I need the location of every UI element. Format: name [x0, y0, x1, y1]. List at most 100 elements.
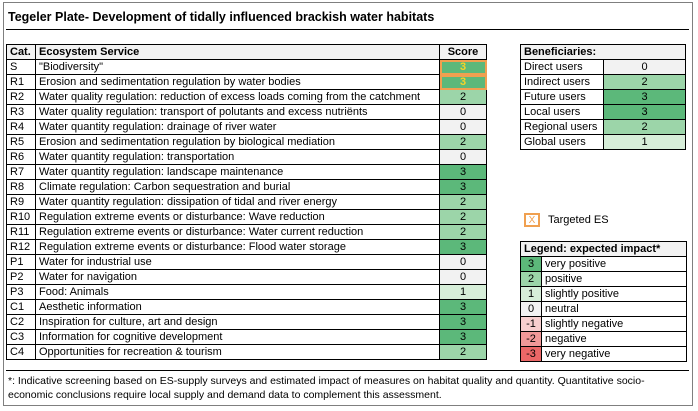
targeted-label: Targeted ES	[548, 214, 609, 226]
legend-body: 3 very positive 2 positive 1 slightly positiv…	[520, 256, 687, 362]
score-cell: 3	[439, 299, 487, 315]
table-row: P2 Water for navigation 0	[6, 269, 487, 285]
services-body: S "Biodiversity" 3 R1 Erosion and sedimentat…	[6, 59, 487, 360]
category-code: P2	[6, 269, 36, 285]
beneficiary-label: Regional users	[520, 119, 604, 135]
category-code: R7	[6, 164, 36, 180]
beneficiary-row: Global users 1	[520, 134, 686, 150]
beneficiary-label: Indirect users	[520, 74, 604, 90]
score-cell: 0	[439, 119, 487, 135]
ecosystem-services-table: Cat. Ecosystem Service Score S "Biodivers…	[6, 44, 487, 360]
score-cell: 2	[439, 89, 487, 105]
table-row: P1 Water for industrial use 0	[6, 254, 487, 270]
header-service: Ecosystem Service	[35, 44, 440, 60]
category-code: R1	[6, 74, 36, 90]
ecosystem-service: Regulation extreme events or disturbance…	[35, 239, 440, 255]
table-row: C4 Opportunities for recreation & tourism…	[6, 344, 487, 360]
beneficiary-score: 3	[603, 89, 686, 105]
legend-score: 3	[520, 256, 542, 272]
ecosystem-service: Inspiration for culture, art and design	[35, 314, 440, 330]
category-code: R10	[6, 209, 36, 225]
category-code: R8	[6, 179, 36, 195]
legend-row: -2 negative	[520, 331, 687, 347]
beneficiary-score: 2	[603, 74, 686, 90]
score-cell: 2	[439, 209, 487, 225]
ecosystem-service: Water for industrial use	[35, 254, 440, 270]
table-row: P3 Food: Animals 1	[6, 284, 487, 300]
category-code: R4	[6, 119, 36, 135]
beneficiaries-body: Direct users 0 Indirect users 2 Future users…	[520, 59, 686, 150]
ecosystem-service: Water quantity regulation: landscape mai…	[35, 164, 440, 180]
legend-label: very negative	[541, 346, 687, 362]
category-code: R2	[6, 89, 36, 105]
legend-row: 0 neutral	[520, 301, 687, 317]
score-cell: 0	[439, 149, 487, 165]
beneficiary-score: 2	[603, 119, 686, 135]
note-divider	[6, 370, 689, 371]
ecosystem-service: Information for cognitive development	[35, 329, 440, 345]
beneficiary-row: Regional users 2	[520, 119, 686, 135]
legend-score: -3	[520, 346, 542, 362]
category-code: R9	[6, 194, 36, 210]
ecosystem-service: Water quantity regulation: drainage of r…	[35, 119, 440, 135]
ecosystem-service: Food: Animals	[35, 284, 440, 300]
legend-label: neutral	[541, 301, 687, 317]
category-code: R11	[6, 224, 36, 240]
beneficiary-row: Indirect users 2	[520, 74, 686, 90]
ecosystem-service: Aesthetic information	[35, 299, 440, 315]
legend-header-row: Legend: expected impact*	[520, 241, 687, 257]
score-cell: 0	[439, 269, 487, 285]
beneficiary-label: Future users	[520, 89, 604, 105]
beneficiary-row: Direct users 0	[520, 59, 686, 75]
ecosystem-service: Erosion and sedimentation regulation by …	[35, 74, 440, 90]
table-row: S "Biodiversity" 3	[6, 59, 487, 75]
legend-score: 2	[520, 271, 542, 287]
score-cell: 3	[439, 179, 487, 195]
beneficiary-label: Direct users	[520, 59, 604, 75]
score-cell: 1	[439, 284, 487, 300]
table-row: R10 Regulation extreme events or disturba…	[6, 209, 487, 225]
table-row: R8 Climate regulation: Carbon sequestrati…	[6, 179, 487, 195]
ecosystem-service: Water for navigation	[35, 269, 440, 285]
table-row: R12 Regulation extreme events or disturba…	[6, 239, 487, 255]
legend-row: -3 very negative	[520, 346, 687, 362]
table-row: R2 Water quality regulation: reduction of…	[6, 89, 487, 105]
score-cell: 2	[439, 344, 487, 360]
beneficiaries-table: Beneficiaries: Direct users 0 Indirect use…	[520, 44, 686, 150]
legend-table: Legend: expected impact* 3 very positive 2…	[520, 241, 687, 362]
score-cell: 0	[439, 104, 487, 120]
score-cell: 2	[439, 134, 487, 150]
score-cell: 3	[439, 329, 487, 345]
category-code: R12	[6, 239, 36, 255]
category-code: R3	[6, 104, 36, 120]
table-row: R7 Water quantity regulation: landscape m…	[6, 164, 487, 180]
ecosystem-service: Water quantity regulation: transportatio…	[35, 149, 440, 165]
document-frame	[3, 2, 693, 406]
score-cell: 3	[439, 314, 487, 330]
beneficiary-row: Future users 3	[520, 89, 686, 105]
score-cell: 2	[439, 224, 487, 240]
category-code: C2	[6, 314, 36, 330]
beneficiaries-header: Beneficiaries:	[520, 44, 686, 60]
category-code: R5	[6, 134, 36, 150]
ecosystem-service: Water quality regulation: reduction of e…	[35, 89, 440, 105]
ecosystem-service: Opportunities for recreation & tourism	[35, 344, 440, 360]
legend-row: -1 slightly negative	[520, 316, 687, 332]
table-row: R5 Erosion and sedimentation regulation b…	[6, 134, 487, 150]
table-row: R3 Water quality regulation: transport of…	[6, 104, 487, 120]
beneficiary-row: Local users 3	[520, 104, 686, 120]
table-row: C2 Inspiration for culture, art and desig…	[6, 314, 487, 330]
table-row: R11 Regulation extreme events or disturba…	[6, 224, 487, 240]
header-score: Score	[439, 44, 487, 60]
ecosystem-service: Water quantity regulation: dissipation o…	[35, 194, 440, 210]
score-cell: 2	[439, 194, 487, 210]
category-code: R6	[6, 149, 36, 165]
legend-row: 1 slightly positive	[520, 286, 687, 302]
table-row: R1 Erosion and sedimentation regulation b…	[6, 74, 487, 90]
legend-score: 0	[520, 301, 542, 317]
legend-label: slightly negative	[541, 316, 687, 332]
ecosystem-service: Climate regulation: Carbon sequestration…	[35, 179, 440, 195]
header-cat: Cat.	[6, 44, 36, 60]
score-cell: 3	[439, 74, 487, 90]
ecosystem-service: Regulation extreme events or disturbance…	[35, 224, 440, 240]
